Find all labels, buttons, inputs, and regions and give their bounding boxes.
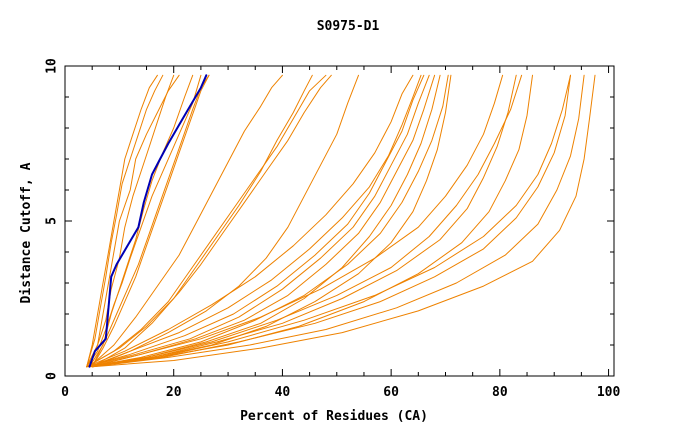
series-line-highlighted: [88, 74, 208, 368]
x-tick-label: 20: [166, 385, 182, 400]
series-line-g3-e: [91, 74, 441, 368]
chart-title: S0975-D1: [317, 19, 380, 34]
series-line-g1-c: [86, 74, 175, 368]
series-line-g3-h: [89, 74, 449, 368]
series-line-g4-d: [91, 74, 533, 368]
series-line-g3-a: [86, 74, 425, 368]
y-tick-label: 5: [45, 217, 60, 225]
series-line-g3-c: [91, 74, 436, 368]
series-line-g1-h: [91, 74, 210, 368]
series-line-g5-a: [86, 74, 571, 368]
series-line-g2-e: [91, 74, 359, 368]
x-tick-label: 0: [61, 385, 69, 400]
x-tick-label: 100: [597, 385, 621, 400]
series-line-g4-a: [86, 74, 523, 368]
series-line-g2-b: [86, 74, 313, 368]
series-line-g2-d: [89, 74, 283, 368]
series-line-g3-f: [86, 74, 414, 368]
y-axis-label: Distance Cutoff, A: [19, 162, 34, 303]
x-tick-label: 80: [492, 385, 508, 400]
x-tick-label: 60: [383, 385, 399, 400]
series-line-g1-e: [86, 74, 202, 368]
series-line-g1-a: [86, 74, 180, 368]
series-line-g2-c: [91, 74, 332, 368]
x-tick-label: 40: [275, 385, 291, 400]
series-line-g2-a: [86, 74, 327, 368]
series-layer: [86, 74, 596, 368]
axis-layer: 0 20 40 60 80 100 0 5 10: [45, 58, 621, 400]
series-line-g5-c: [91, 74, 596, 368]
series-line-g3-b: [86, 74, 430, 368]
y-tick-label: 10: [45, 58, 60, 74]
series-line-g1-b: [86, 74, 164, 368]
x-axis-label: Percent of Residues (CA): [240, 409, 428, 424]
series-line-g1-f: [91, 74, 210, 368]
series-line-g5-d: [89, 74, 571, 368]
series-line-g3-d: [89, 74, 422, 368]
series-line-g1-g: [86, 74, 158, 368]
y-tick-label: 0: [45, 372, 60, 380]
series-line-g5-b: [91, 74, 585, 368]
series-line-g4-b: [91, 74, 517, 368]
series-line-g4-c: [89, 74, 504, 368]
